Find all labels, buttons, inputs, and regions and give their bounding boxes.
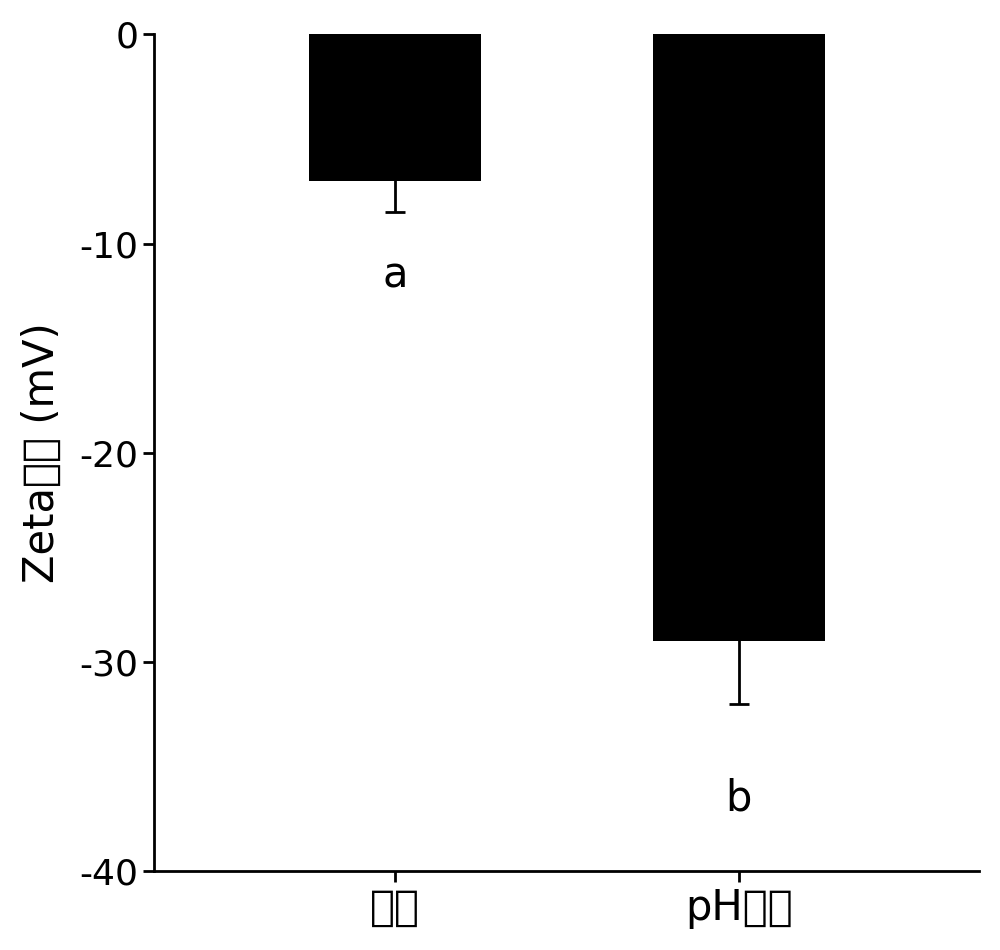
Bar [309,34,481,180]
Bar [653,34,825,641]
Text: a: a [382,254,408,296]
Y-axis label: Zeta电位 (mV): Zeta电位 (mV) [21,322,63,583]
Text: b: b [725,777,752,819]
